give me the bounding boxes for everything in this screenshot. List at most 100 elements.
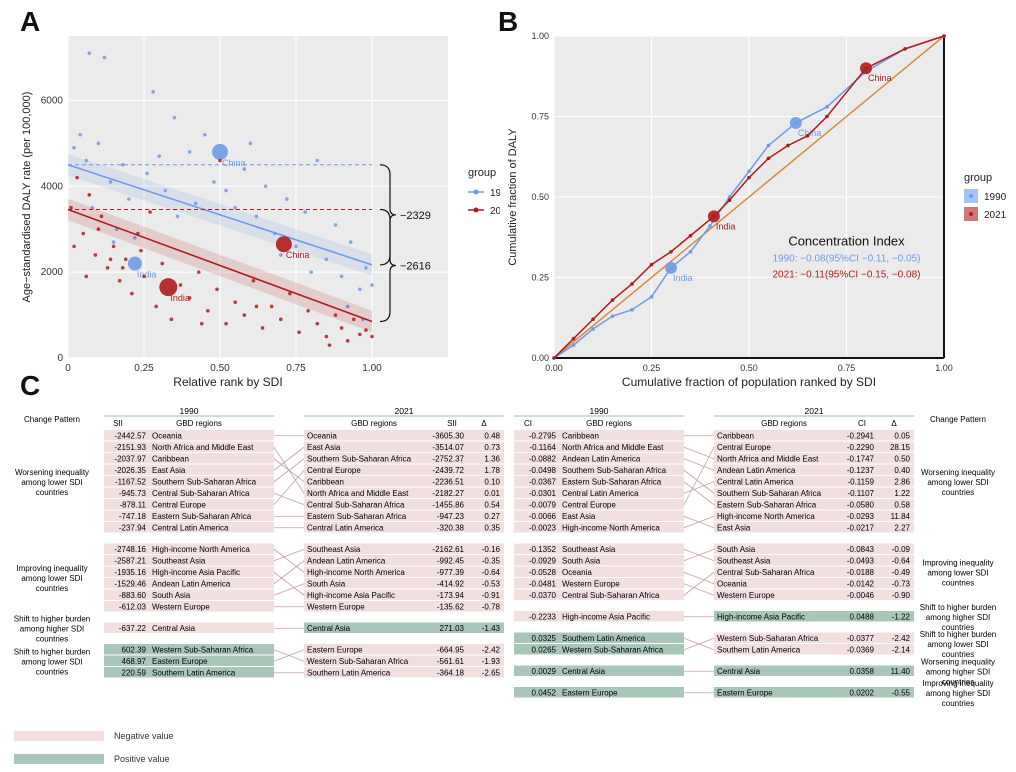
pattern-label: countries <box>942 578 974 587</box>
cell-region: East Asia <box>562 512 596 521</box>
row-background <box>714 453 914 464</box>
row-background <box>304 499 504 510</box>
data-point <box>306 308 310 313</box>
cell-value: -0.1107 <box>847 489 874 498</box>
cell-value: -1167.52 <box>115 478 147 487</box>
header-year-a: 1990 <box>590 406 609 416</box>
data-point <box>285 197 289 201</box>
cell-delta: -0.53 <box>482 580 501 589</box>
data-point <box>196 270 201 274</box>
x-tick-label: 0 <box>65 363 71 374</box>
cell-delta: -0.64 <box>892 557 911 566</box>
data-point <box>172 115 177 120</box>
cell-region: Caribbean <box>152 455 189 464</box>
row-background <box>304 566 504 577</box>
cell-delta: -0.35 <box>482 557 501 566</box>
cell-region: Central Latin America <box>307 524 384 533</box>
cell-delta: 0.40 <box>894 466 910 475</box>
row-background <box>714 522 914 533</box>
panel-label-b: B <box>498 6 519 37</box>
cell-region: Southern Latin America <box>307 669 391 678</box>
col-header-value: CI <box>524 419 532 428</box>
row-background <box>514 430 684 441</box>
cell-value: -992.45 <box>437 557 465 566</box>
labeled-point <box>127 256 142 271</box>
cell-region: Central Europe <box>307 466 361 475</box>
row-background <box>514 441 684 452</box>
curve-point <box>591 317 595 322</box>
row-background <box>304 655 504 666</box>
row-background <box>104 589 274 600</box>
row-background <box>104 601 274 612</box>
curve-point <box>786 143 790 148</box>
row-background <box>714 464 914 475</box>
row-background <box>514 644 684 655</box>
cell-delta: -0.55 <box>892 689 911 698</box>
labeled-point <box>665 261 677 274</box>
data-point <box>123 257 128 262</box>
col-header-delta: Δ <box>891 419 897 428</box>
point-label: China <box>286 250 310 260</box>
cell-region: High-income Asia Pacific <box>152 568 240 577</box>
cell-value: -0.2795 <box>529 432 557 441</box>
data-point <box>206 308 210 313</box>
row-background <box>304 430 504 441</box>
data-point <box>263 184 268 189</box>
point-label: India <box>673 273 693 283</box>
pattern-label: countries <box>36 584 68 593</box>
row-background <box>304 464 504 475</box>
cell-region: Oceania <box>152 432 182 441</box>
y-tick-label: 6000 <box>41 95 64 106</box>
curve-point <box>727 195 732 199</box>
curve-point <box>649 262 654 267</box>
y-tick-label: 2000 <box>41 267 64 278</box>
cell-value: -947.23 <box>437 512 465 521</box>
pattern-label: Shift to higher burden <box>920 630 997 639</box>
cell-delta: -1.22 <box>892 613 911 622</box>
x-tick-label: 0.25 <box>134 363 154 374</box>
row-background <box>304 644 504 655</box>
cell-value: -747.18 <box>119 512 147 521</box>
row-background <box>104 510 274 521</box>
curve-point <box>610 298 615 302</box>
col-header-region: GBD regions <box>761 419 807 428</box>
pattern-label: countries <box>942 650 974 659</box>
x-tick-label: 0.00 <box>545 363 563 373</box>
cell-delta: 0.58 <box>894 501 910 510</box>
pattern-label: Improving inequality <box>922 679 993 688</box>
cell-region: Andean Latin America <box>562 455 641 464</box>
row-background <box>104 566 274 577</box>
cell-value: -0.0066 <box>529 512 557 521</box>
row-background <box>104 543 274 554</box>
cell-region: North Africa and Middle East <box>152 443 254 452</box>
cell-delta: -2.42 <box>482 646 501 655</box>
cell-region: Central Asia <box>717 667 761 676</box>
data-point <box>111 240 116 244</box>
annotation-brace <box>379 164 397 266</box>
cell-value: -0.0217 <box>847 524 875 533</box>
curve-point <box>630 282 634 286</box>
row-background <box>104 622 274 633</box>
row-background <box>304 510 504 521</box>
cell-value: -612.03 <box>119 603 147 612</box>
col-header-delta: Δ <box>481 419 487 428</box>
cell-value: -0.0079 <box>529 501 557 510</box>
curve-point <box>825 105 829 109</box>
cell-value: -0.0046 <box>847 591 875 600</box>
annotation-text: −2616 <box>400 260 431 272</box>
row-background <box>104 555 274 566</box>
panel-c-tables: 1990 2021 SII GBD regions GBD regions SII Δ Cha… <box>14 406 997 708</box>
cell-region: Central Asia <box>307 624 351 633</box>
legend-marker <box>473 189 479 195</box>
cell-value: -0.0882 <box>529 455 557 464</box>
data-point <box>260 326 265 330</box>
pattern-label: Shift to higher burden <box>14 614 91 623</box>
cell-value: -0.2290 <box>847 443 875 452</box>
connector-line <box>683 637 715 651</box>
legend-entry: 2021 <box>984 210 1007 221</box>
cell-region: Central Asia <box>562 667 606 676</box>
data-point <box>72 244 76 249</box>
cell-value: -414.92 <box>437 580 465 589</box>
cell-delta: -0.91 <box>482 591 501 600</box>
cell-delta: -0.64 <box>482 568 501 577</box>
